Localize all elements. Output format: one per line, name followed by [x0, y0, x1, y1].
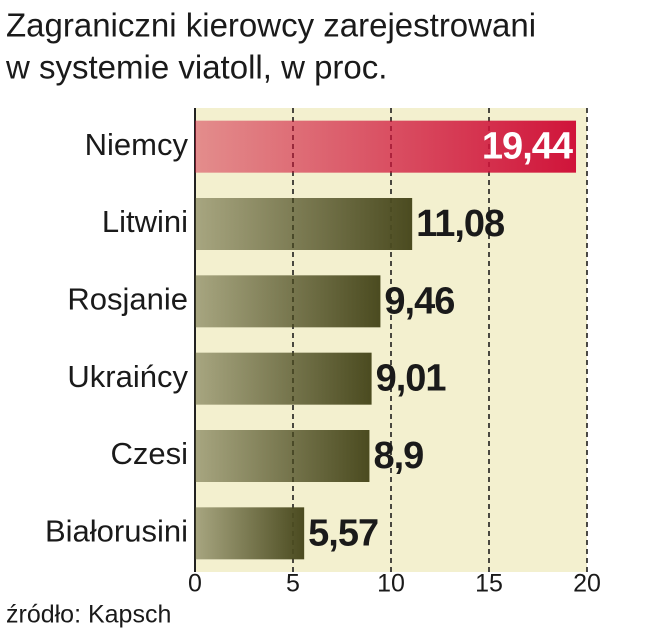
- chart-title: w systemie viatoll, w proc.: [5, 49, 387, 86]
- x-tick-label: 10: [377, 570, 405, 598]
- value-label: 9,01: [376, 358, 447, 400]
- y-tick-label: Ukraińcy: [67, 359, 188, 394]
- bar: [195, 352, 372, 405]
- value-label: 19,44: [482, 126, 573, 168]
- x-tick-label: 0: [188, 570, 202, 598]
- y-tick-label: Czesi: [110, 436, 188, 471]
- y-tick-label: Litwini: [102, 204, 188, 239]
- value-label: 5,57: [308, 512, 378, 554]
- value-label: 11,08: [416, 203, 504, 245]
- bar: [195, 430, 370, 482]
- bar: [195, 507, 305, 560]
- x-tick-label: 5: [286, 570, 300, 598]
- plot-background: [195, 108, 587, 572]
- bar: [195, 275, 381, 328]
- bar: [195, 198, 413, 250]
- value-label: 9,46: [384, 280, 454, 322]
- chart-title: Zagraniczni kierowcy zarejestrowani: [6, 7, 536, 44]
- y-tick-label: Białorusini: [45, 514, 188, 549]
- value-label: 8,9: [373, 435, 423, 477]
- bar: [195, 120, 577, 173]
- x-tick-label: 20: [573, 570, 601, 598]
- y-tick-label: Niemcy: [85, 127, 189, 162]
- y-tick-label: Rosjanie: [67, 282, 188, 317]
- x-tick-label: 15: [475, 570, 503, 598]
- source: źródło: Kapsch: [6, 601, 171, 629]
